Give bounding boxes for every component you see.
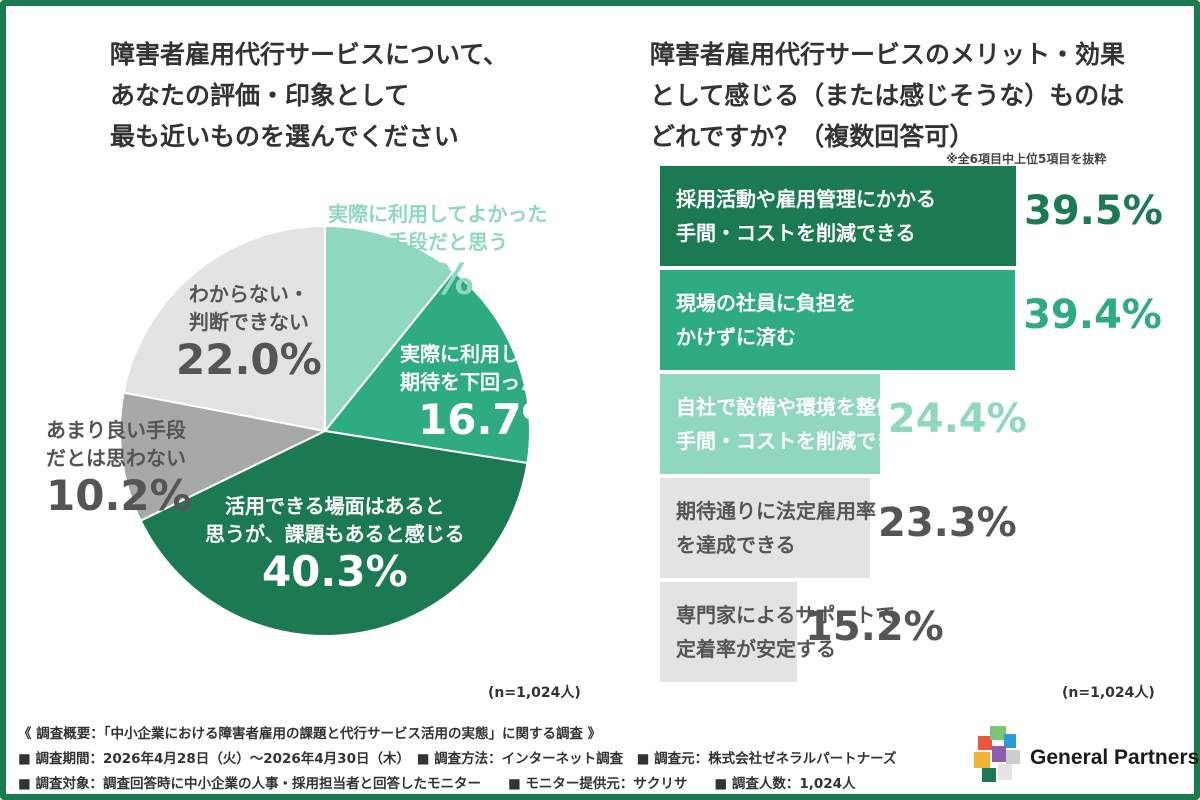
pie-label-text: 実際に利用したが xyxy=(400,342,560,366)
bar-label-line: 定着率が安定する xyxy=(676,637,836,661)
bar-value-label: 39.4% xyxy=(1023,292,1162,338)
pie-label-value: 10.2% xyxy=(46,471,192,520)
pie-label-some-issues: 活用できる場面はあると 思うが、課題もあると感じる 40.3% xyxy=(205,492,465,596)
bar-row: 専門家によるサポートで 定着率が安定する 15.2% xyxy=(660,582,1160,682)
pie-title-line: あなたの評価・印象として xyxy=(110,81,410,110)
pie-label-text: 思うが、課題もあると感じる xyxy=(205,522,465,546)
pie-slice xyxy=(122,224,326,433)
pie-slice xyxy=(119,391,329,522)
pie-slice xyxy=(139,429,529,637)
bar-label-line: 期待通りに法定雇用率 xyxy=(676,499,876,523)
bar xyxy=(660,270,1016,370)
pie-label-value: 16.7% xyxy=(418,395,564,444)
pie-label-text: ／良い手段だと思う xyxy=(328,230,508,254)
bar-title-line: 障害者雇用代行サービスのメリット・効果 xyxy=(650,40,1126,69)
bar xyxy=(660,374,880,474)
bar-note: ※全6項目中上位5項目を抜粋 xyxy=(946,152,1107,166)
pie-label-text: わからない・ xyxy=(188,282,309,306)
pie-label-below-expectation: 実際に利用したが 期待を下回った 16.7% xyxy=(400,340,564,444)
bar xyxy=(660,478,870,578)
bar-label: 専門家によるサポートで 定着率が安定する xyxy=(676,598,895,666)
pie-label-text: 期待を下回った xyxy=(400,370,540,394)
pie-chart-title: 障害者雇用代行サービスについて、 あなたの評価・印象として 最も近いものを選んで… xyxy=(110,34,508,157)
bar-label-line: 自社で設備や環境を整備する xyxy=(676,395,936,419)
general-partners-logo-text: General Partners xyxy=(1030,746,1200,769)
bar-label-line: 手間・コストを削減できる xyxy=(676,429,916,453)
bar-value-label: 24.4% xyxy=(887,396,1027,442)
bar-title-line: として感じる（または感じそうな）ものは xyxy=(650,81,1125,110)
pie-slice xyxy=(323,270,531,465)
pie-label-text: だとは思わない xyxy=(46,446,186,470)
pie-sample-size: (n=1,024人) xyxy=(488,685,581,701)
bar-label: 現場の社員に負担を かけずに済む xyxy=(676,286,856,354)
bar xyxy=(660,582,797,682)
bar-label-line: かけずに済む xyxy=(676,325,796,349)
bar-row: 自社で設備や環境を整備する 手間・コストを削減できる 24.4% xyxy=(660,374,1160,474)
bar-label: 自社で設備や環境を整備する 手間・コストを削減できる xyxy=(676,390,936,458)
bar-title-line: どれですか？（複数回答可） xyxy=(650,122,975,151)
bar-label: 採用活動や雇用管理にかかる 手間・コストを削減できる xyxy=(676,182,936,250)
pie-label-text: 活用できる場面はあると xyxy=(225,494,445,518)
bar-row: 現場の社員に負担を かけずに済む 39.4% xyxy=(660,270,1162,370)
pie-label-not-good: あまり良い手段 だとは思わない 10.2% xyxy=(46,416,192,520)
pie-title-line: 障害者雇用代行サービスについて、 xyxy=(110,40,509,69)
survey-summary-title: 《 調査概要：「中小企業における障害者雇用の課題と代行サービス活用の実態」に関す… xyxy=(18,726,602,742)
bar-row: 採用活動や雇用管理にかかる 手間・コストを削減できる 39.5% xyxy=(660,166,1163,266)
bar-row: 期待通りに法定雇用率 を達成できる 23.3% xyxy=(660,478,1160,578)
bar-chart-title: 障害者雇用代行サービスのメリット・効果 として感じる（または感じそうな）ものは … xyxy=(650,34,1125,157)
bar-label-line: を達成できる xyxy=(676,533,796,557)
bar xyxy=(660,166,1016,266)
pie-label-useful: 実際に利用してよかった ／良い手段だと思う 10.8% xyxy=(328,200,547,304)
bar-label-line: 現場の社員に負担を xyxy=(676,291,856,315)
bar-value-label: 23.3% xyxy=(877,500,1017,546)
pie-title-line: 最も近いものを選んでください xyxy=(110,122,459,151)
pie-label-text: あまり良い手段 xyxy=(46,418,186,442)
survey-details-line: ■ 調査対象：調査回答時に中小企業の人事・採用担当者と回答したモニター ■ モニ… xyxy=(18,776,856,792)
pie-label-value: 22.0% xyxy=(176,335,322,384)
pie-label-value: 10.8% xyxy=(328,255,474,304)
pie-label-text: 判断できない xyxy=(188,310,309,334)
bar-value-label: 15.2% xyxy=(804,604,944,650)
pie-slice xyxy=(324,224,456,434)
bar-label-line: 採用活動や雇用管理にかかる xyxy=(676,187,936,211)
bar-value-label: 39.5% xyxy=(1024,188,1163,234)
pie-label-dont-know: わからない・ 判断できない 22.0% xyxy=(176,280,322,384)
survey-details-line: ■ 調査期間：2026年4月28日（火）～2026年4月30日（木） ■ 調査方… xyxy=(18,751,897,767)
bar-sample-size: (n=1,024人) xyxy=(1062,685,1155,701)
bar-label-line: 手間・コストを削減できる xyxy=(676,221,916,245)
pie-label-text: 実際に利用してよかった xyxy=(328,202,548,226)
general-partners-logo-icon xyxy=(974,726,1020,782)
bar-label: 期待通りに法定雇用率 を達成できる xyxy=(676,494,876,562)
pie-label-value: 40.3% xyxy=(261,547,408,596)
bar-label-line: 専門家によるサポートで xyxy=(676,603,896,627)
pie-chart xyxy=(119,224,531,637)
